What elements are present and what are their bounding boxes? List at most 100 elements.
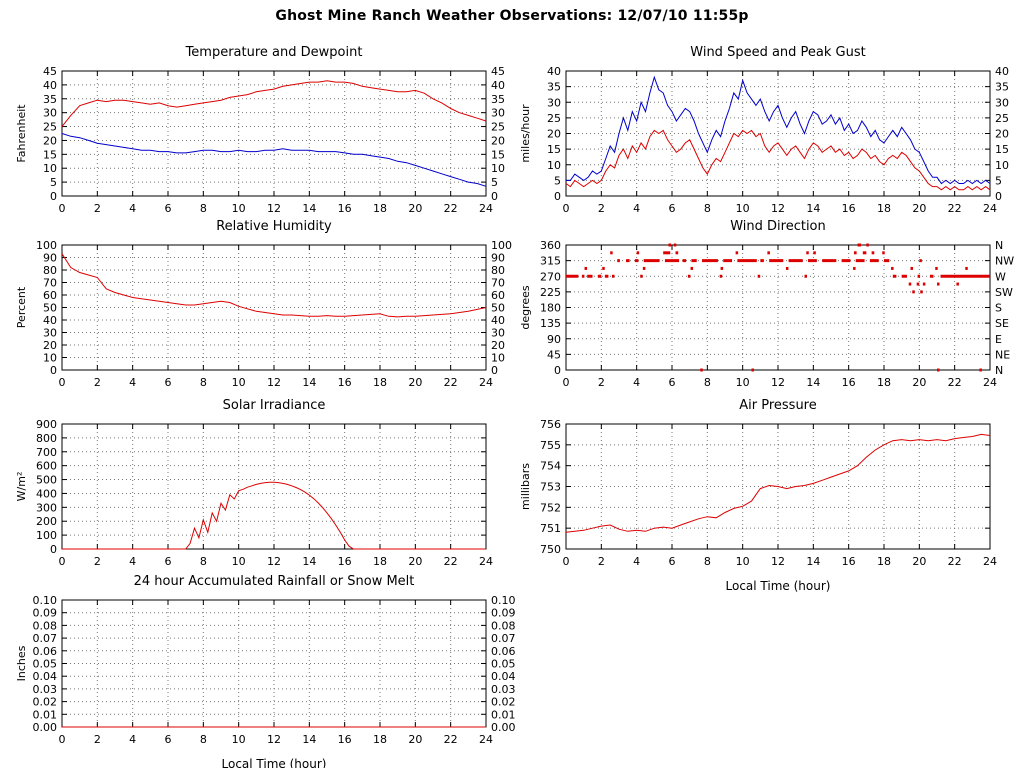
- svg-text:18: 18: [877, 376, 891, 389]
- svg-text:8: 8: [704, 376, 711, 389]
- svg-text:SW: SW: [995, 286, 1013, 299]
- svg-text:22: 22: [444, 202, 458, 215]
- svg-text:600: 600: [36, 460, 57, 473]
- svg-text:0.05: 0.05: [33, 658, 58, 671]
- svg-text:0.02: 0.02: [491, 696, 516, 709]
- svg-text:10: 10: [232, 376, 246, 389]
- svg-text:16: 16: [842, 376, 856, 389]
- solar-irradiance-plot: 0 2 4 6 8 10 12 14 16 18 20 22 240100200300400500600…: [15, 418, 493, 568]
- svg-text:24: 24: [479, 376, 493, 389]
- svg-text:8: 8: [200, 555, 207, 568]
- solar-irradiance-chart: Solar Irradiance 0 2 4 6 8 10 12 14 16 18 20 22 24 0 1…: [12, 394, 520, 577]
- svg-text:10: 10: [736, 202, 750, 215]
- svg-text:22: 22: [948, 555, 962, 568]
- svg-text:45: 45: [491, 65, 505, 78]
- svg-text:6: 6: [165, 733, 172, 746]
- svg-text:12: 12: [267, 555, 281, 568]
- svg-text:8: 8: [200, 202, 207, 215]
- svg-text:20: 20: [912, 555, 926, 568]
- svg-text:16: 16: [842, 555, 856, 568]
- svg-text:5: 5: [995, 174, 1002, 187]
- svg-text:22: 22: [948, 202, 962, 215]
- svg-text:12: 12: [267, 376, 281, 389]
- svg-text:751: 751: [540, 522, 561, 535]
- svg-text:752: 752: [540, 501, 561, 514]
- svg-text:225: 225: [540, 286, 561, 299]
- svg-text:4: 4: [129, 733, 136, 746]
- svg-text:0.07: 0.07: [491, 632, 516, 645]
- svg-text:22: 22: [444, 733, 458, 746]
- svg-text:755: 755: [540, 439, 561, 452]
- solar-chart-title: Solar Irradiance: [222, 398, 326, 413]
- svg-text:6: 6: [165, 376, 172, 389]
- svg-text:500: 500: [36, 474, 57, 487]
- svg-text:S: S: [995, 302, 1002, 315]
- svg-text:18: 18: [373, 555, 387, 568]
- svg-text:40: 40: [547, 65, 561, 78]
- svg-text:25: 25: [491, 121, 505, 134]
- svg-text:0: 0: [995, 190, 1002, 203]
- svg-text:25: 25: [547, 112, 561, 125]
- svg-text:0.01: 0.01: [33, 708, 58, 721]
- svg-text:14: 14: [302, 733, 316, 746]
- svg-text:4: 4: [633, 376, 640, 389]
- svg-text:16: 16: [842, 202, 856, 215]
- svg-text:8: 8: [704, 202, 711, 215]
- svg-text:10: 10: [43, 352, 57, 365]
- page-title: Ghost Mine Ranch Weather Observations: 1…: [275, 8, 749, 24]
- svg-text:90: 90: [491, 252, 505, 265]
- svg-text:24: 24: [983, 555, 997, 568]
- svg-text:8: 8: [200, 733, 207, 746]
- svg-text:2: 2: [598, 376, 605, 389]
- svg-text:22: 22: [444, 376, 458, 389]
- svg-text:6: 6: [669, 202, 676, 215]
- svg-text:SE: SE: [995, 317, 1009, 330]
- rainfall-chart: 24 hour Accumulated Rainfall or Snow Mel…: [12, 570, 520, 768]
- svg-text:100: 100: [491, 239, 512, 252]
- svg-text:12: 12: [771, 376, 785, 389]
- svg-text:14: 14: [806, 376, 820, 389]
- svg-text:millibars: millibars: [519, 463, 532, 510]
- svg-text:14: 14: [302, 376, 316, 389]
- svg-text:0.04: 0.04: [33, 670, 58, 683]
- svg-text:14: 14: [302, 555, 316, 568]
- svg-text:6: 6: [165, 555, 172, 568]
- svg-text:15: 15: [547, 143, 561, 156]
- svg-text:NW: NW: [995, 255, 1014, 268]
- temperature-chart-title: Temperature and Dewpoint: [185, 45, 363, 60]
- svg-text:10: 10: [736, 376, 750, 389]
- svg-text:20: 20: [491, 339, 505, 352]
- svg-text:20: 20: [408, 376, 422, 389]
- svg-text:0.02: 0.02: [33, 696, 58, 709]
- svg-text:2: 2: [598, 555, 605, 568]
- svg-text:10: 10: [736, 555, 750, 568]
- svg-text:20: 20: [408, 733, 422, 746]
- svg-text:18: 18: [373, 202, 387, 215]
- svg-text:15: 15: [995, 143, 1009, 156]
- svg-text:0.06: 0.06: [491, 645, 516, 658]
- svg-text:6: 6: [669, 376, 676, 389]
- svg-text:0.03: 0.03: [33, 683, 58, 696]
- svg-text:50: 50: [43, 302, 57, 315]
- svg-text:14: 14: [806, 202, 820, 215]
- svg-text:20: 20: [995, 128, 1009, 141]
- svg-text:N: N: [995, 364, 1003, 377]
- svg-text:0: 0: [50, 190, 57, 203]
- air-pressure-plot: 0 2 4 6 8 10 12 14 16 18 20 22 247507517527537547557…: [519, 418, 997, 568]
- svg-text:0: 0: [491, 364, 498, 377]
- svg-text:0: 0: [554, 190, 561, 203]
- svg-text:40: 40: [43, 314, 57, 327]
- svg-text:10: 10: [43, 162, 57, 175]
- svg-text:0: 0: [563, 202, 570, 215]
- svg-text:12: 12: [771, 202, 785, 215]
- svg-text:Percent: Percent: [15, 286, 28, 328]
- svg-text:0.09: 0.09: [33, 607, 58, 620]
- svg-text:0: 0: [59, 733, 66, 746]
- svg-text:14: 14: [302, 202, 316, 215]
- svg-text:6: 6: [669, 555, 676, 568]
- svg-text:90: 90: [547, 333, 561, 346]
- svg-text:W: W: [995, 270, 1006, 283]
- svg-text:315: 315: [540, 255, 561, 268]
- svg-text:0.00: 0.00: [33, 721, 58, 734]
- svg-text:W/m²: W/m²: [15, 472, 28, 502]
